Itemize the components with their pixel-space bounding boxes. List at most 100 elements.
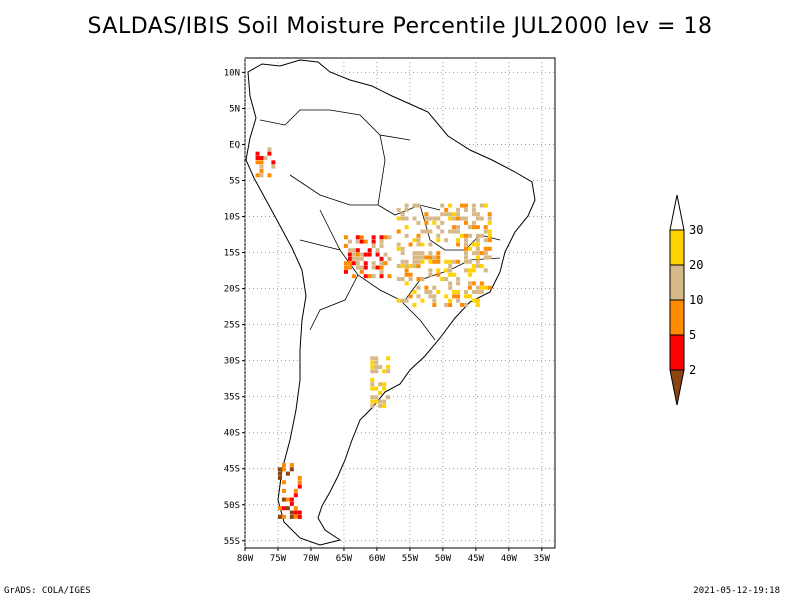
data-cell [289, 514, 294, 519]
data-cell [424, 290, 429, 295]
data-cell [444, 277, 449, 282]
data-cell [343, 235, 348, 240]
data-cell [416, 277, 421, 282]
data-cell [347, 252, 352, 257]
data-cell [386, 356, 391, 361]
data-cell [355, 265, 360, 270]
data-cell [467, 233, 472, 238]
data-cell [471, 251, 476, 256]
data-cell [432, 220, 437, 225]
data-cell [420, 259, 425, 264]
data-cell [444, 212, 449, 217]
data-cell [471, 290, 476, 295]
data-cell [343, 261, 348, 266]
data-cell [475, 246, 480, 251]
legend-label: 5 [689, 328, 696, 342]
data-cell [379, 256, 384, 261]
data-cell [467, 246, 472, 251]
data-cell [371, 235, 376, 240]
data-cell [267, 151, 272, 156]
data-cell [404, 281, 409, 286]
data-cell [285, 497, 290, 502]
data-cell [396, 298, 401, 303]
data-cell [456, 294, 461, 299]
data-cell [479, 233, 484, 238]
data-cell [448, 216, 453, 221]
data-cell [420, 298, 425, 303]
data-cell [483, 285, 488, 290]
data-cell [420, 251, 425, 256]
data-cell [432, 259, 437, 264]
data-cell [367, 248, 372, 253]
data-cell [271, 164, 276, 169]
data-cell [483, 251, 488, 256]
data-cell [463, 233, 468, 238]
data-cell [400, 259, 405, 264]
data-cell [374, 386, 379, 391]
data-cell [387, 274, 392, 279]
data-cell [448, 203, 453, 208]
data-cell [436, 290, 441, 295]
data-cell [375, 248, 380, 253]
data-cell [456, 238, 461, 243]
data-cell [363, 261, 368, 266]
data-cell [387, 235, 392, 240]
data-cell [416, 242, 421, 247]
data-cell [347, 256, 352, 261]
data-cell [293, 506, 298, 511]
data-cell [483, 268, 488, 273]
lon-tick-label: 60W [369, 554, 386, 564]
data-cell [371, 239, 376, 244]
data-cell [456, 212, 461, 217]
data-cell [412, 251, 417, 256]
data-cell [475, 255, 480, 260]
data-cell [374, 360, 379, 365]
data-cell [347, 239, 352, 244]
data-cell [404, 264, 409, 269]
data-cell [467, 281, 472, 286]
data-cell [351, 261, 356, 266]
data-cells [255, 147, 492, 519]
data-cell [363, 252, 368, 257]
data-cell [428, 294, 433, 299]
data-cell [382, 399, 387, 404]
data-cell [424, 255, 429, 260]
data-cell [483, 229, 488, 234]
data-cell [367, 274, 372, 279]
data-cell [370, 403, 375, 408]
data-cell [456, 281, 461, 286]
data-cell [378, 399, 383, 404]
data-cell [382, 382, 387, 387]
data-cell [347, 261, 352, 266]
data-cell [452, 212, 457, 217]
data-cell [463, 246, 468, 251]
data-cell [448, 285, 453, 290]
data-cell [444, 268, 449, 273]
data-cell [289, 497, 294, 502]
data-cell [396, 242, 401, 247]
data-cell [487, 212, 492, 217]
data-cell [432, 303, 437, 307]
data-cell [463, 255, 468, 260]
data-cell [475, 298, 480, 303]
data-cell [463, 238, 468, 243]
data-cell [440, 229, 445, 234]
data-cell [281, 467, 286, 472]
data-cell [297, 484, 302, 489]
data-cell [371, 265, 376, 270]
data-cell [452, 294, 457, 299]
data-cell [408, 272, 413, 277]
data-cell [259, 164, 264, 169]
data-cell [467, 294, 472, 299]
data-cell [424, 212, 429, 217]
data-cell [475, 233, 480, 238]
data-cell [416, 294, 421, 299]
data-cell [408, 264, 413, 269]
data-cell [387, 256, 392, 261]
data-cell [452, 290, 457, 295]
data-cell [416, 255, 421, 260]
data-cell [467, 225, 472, 230]
data-cell [370, 364, 375, 369]
data-cell [370, 356, 375, 361]
